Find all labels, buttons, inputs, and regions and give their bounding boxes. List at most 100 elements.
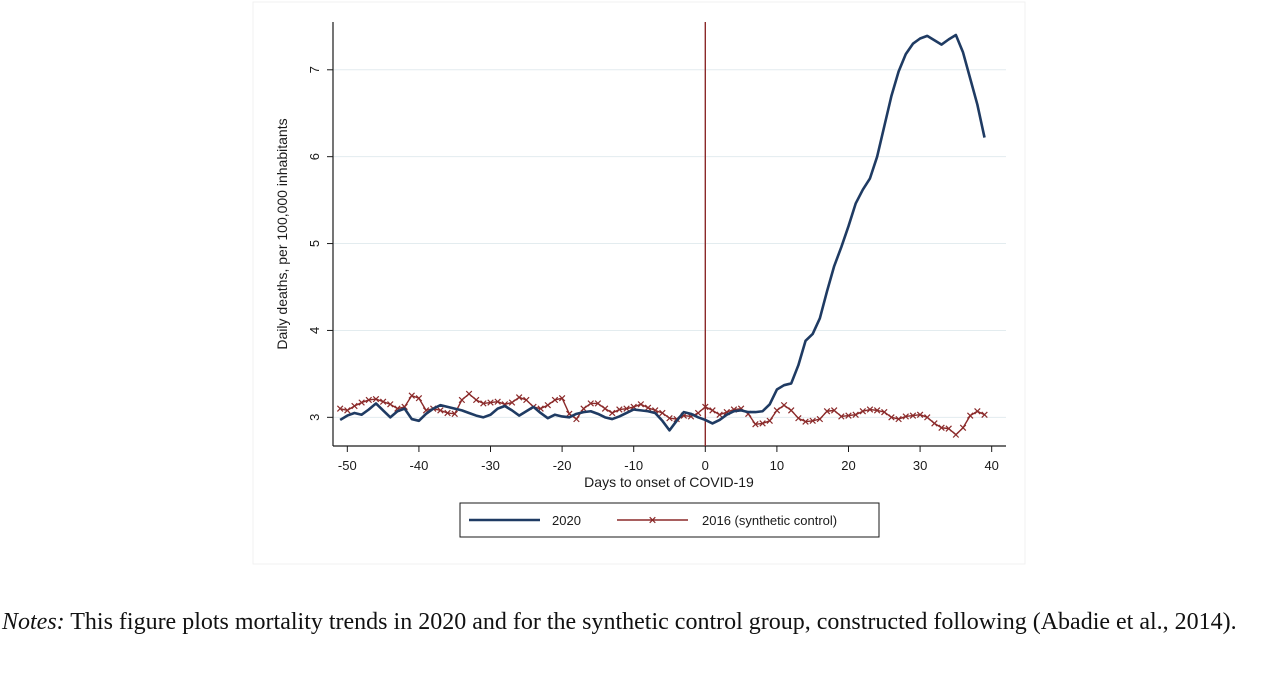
data-point [966, 412, 974, 419]
data-point [358, 399, 365, 406]
data-point [902, 413, 909, 420]
data-point [838, 413, 845, 420]
data-point [752, 421, 759, 428]
data-point [659, 409, 666, 417]
data-point [666, 414, 673, 422]
data-point [515, 394, 523, 401]
data-point [472, 396, 480, 404]
x-tick-label: -30 [481, 458, 500, 473]
data-point [802, 418, 809, 425]
x-tick-label: 0 [702, 458, 709, 473]
data-point [909, 412, 917, 419]
data-point [494, 398, 501, 405]
data-point [845, 412, 852, 419]
data-point [780, 401, 788, 409]
data-point [766, 417, 773, 425]
y-tick-label: 5 [307, 240, 322, 247]
data-point [974, 408, 981, 415]
data-point [694, 409, 702, 417]
figure: -50 -40 -30 -20 -10 0 10 20 30 40 3 4 5 6 7 Days to o… [252, 1, 1026, 565]
data-point [873, 407, 881, 414]
data-point [487, 399, 494, 406]
data-point [866, 406, 874, 413]
data-point [437, 407, 444, 414]
data-point [558, 394, 566, 402]
data-point [372, 395, 380, 403]
data-point [616, 406, 623, 413]
data-point [544, 401, 552, 409]
x-tick-label: -50 [338, 458, 357, 473]
data-point [551, 396, 559, 404]
data-point [709, 407, 716, 414]
data-point [916, 411, 924, 418]
legend-label-synthetic-control: 2016 (synthetic control) [702, 513, 837, 528]
data-point [881, 408, 888, 416]
data-point [465, 390, 473, 398]
y-axis-title: Daily deaths, per 100,000 inhabitants [274, 118, 290, 349]
data-point [924, 414, 931, 421]
data-point [480, 400, 487, 407]
y-tick-label: 4 [307, 327, 322, 334]
x-tick-label: 20 [841, 458, 855, 473]
data-point [945, 425, 952, 432]
data-point [895, 415, 902, 423]
data-point [344, 407, 351, 414]
data-point [981, 411, 988, 418]
data-point [859, 408, 867, 415]
data-point [888, 414, 895, 421]
data-point [458, 396, 466, 404]
data-point [365, 396, 373, 404]
axes [332, 22, 1006, 447]
legend-label-2020: 2020 [552, 513, 581, 528]
series-group [336, 33, 988, 438]
data-point [644, 404, 652, 411]
data-point [387, 401, 394, 408]
notes-label: Notes: [2, 609, 65, 635]
data-point [787, 407, 795, 414]
data-point [637, 401, 645, 408]
legend-marker-synthetic-control [649, 516, 656, 524]
data-point [809, 417, 816, 425]
data-point [623, 405, 630, 412]
series-line-2020 [339, 33, 986, 432]
series-markers-synthetic-control [336, 390, 988, 438]
data-point [931, 420, 938, 427]
x-tick-label: -40 [410, 458, 429, 473]
data-point [823, 408, 831, 415]
data-point [508, 399, 516, 406]
data-point [830, 407, 838, 414]
data-point [773, 407, 781, 414]
data-point [444, 409, 451, 417]
data-point [601, 405, 609, 412]
data-point [580, 405, 587, 412]
chart-background [252, 1, 1026, 565]
data-point [336, 405, 344, 412]
legend: 2020 2016 (synthetic control) [459, 502, 880, 538]
data-point [702, 403, 709, 411]
data-point [587, 400, 594, 407]
data-point [415, 394, 423, 402]
data-point [938, 424, 945, 431]
data-point [351, 402, 358, 410]
data-point [816, 415, 824, 423]
data-point [852, 411, 859, 418]
y-tick-label: 3 [307, 414, 322, 421]
x-ticks: -50 -40 -30 -20 -10 0 10 20 30 40 [338, 446, 999, 473]
figure-notes: Notes: This figure plots mortality trend… [2, 607, 1280, 638]
data-point [594, 400, 602, 407]
notes-text: This figure plots mortality trends in 20… [64, 609, 1237, 635]
y-ticks: 3 4 5 6 7 [307, 66, 333, 421]
x-tick-label: -20 [553, 458, 572, 473]
data-point [608, 409, 616, 417]
legend-x-marker [649, 516, 656, 524]
data-point [451, 410, 458, 418]
data-point [573, 415, 580, 423]
data-point [795, 414, 802, 422]
x-axis-title: Days to onset of COVID-19 [584, 474, 754, 490]
x-tick-label: 40 [984, 458, 998, 473]
x-tick-label: 30 [913, 458, 927, 473]
data-point [408, 392, 415, 399]
x-tick-label: -10 [624, 458, 643, 473]
data-point [379, 398, 387, 405]
data-point [716, 411, 723, 418]
